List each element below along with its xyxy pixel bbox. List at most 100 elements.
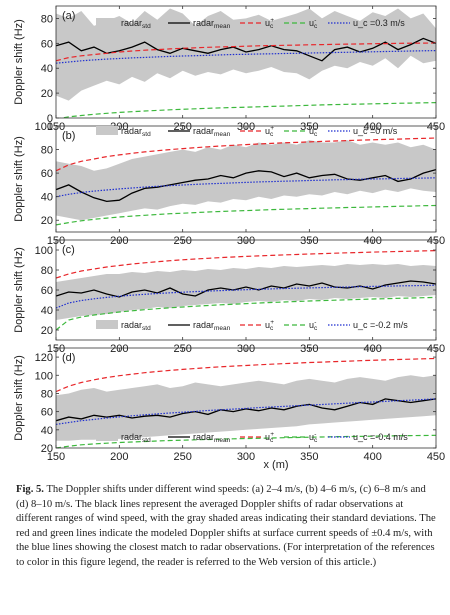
x-tick-label: 150	[47, 451, 65, 463]
y-tick-label: 100	[35, 245, 53, 257]
legend-up-label: uc+	[265, 319, 274, 332]
plot-area	[56, 250, 436, 331]
plot-area	[56, 357, 436, 448]
y-tick-label: 20	[41, 443, 53, 455]
figure-caption: Fig. 5. The Doppler shifts under differe…	[16, 483, 436, 571]
mean-line	[56, 280, 436, 298]
legend-mean-sub: mean	[214, 325, 231, 332]
legend-up-sub: c	[270, 23, 274, 30]
legend-up-label: uc+	[265, 17, 274, 30]
doppler-figure: 150 200 250 300 350 400 450 0 20 40 60 80 (a) Doppler…	[13, 5, 445, 471]
legend-down-label: uc-	[309, 319, 318, 332]
legend-up-sup: +	[270, 125, 274, 132]
legend-up-sup: +	[270, 17, 274, 24]
std-band	[56, 140, 436, 221]
panel-label: (c)	[62, 244, 75, 256]
legend-up-label: uc+	[265, 125, 274, 138]
legend-band-swatch	[96, 320, 118, 329]
legend-fit-label: u_c =0 m/s	[353, 126, 398, 136]
uc-plus-line	[56, 250, 436, 279]
y-tick-label: 20	[41, 88, 53, 100]
legend-down-sub: c	[314, 23, 318, 30]
legend-fit-label: u_c =-0.2 m/s	[353, 320, 408, 330]
legend-up-sub: c	[270, 437, 274, 444]
uc-plus-line	[56, 137, 436, 172]
y-tick-label: 80	[41, 13, 53, 25]
legend-up-sup: +	[270, 319, 274, 326]
legend-mean-sub: mean	[214, 131, 231, 138]
y-tick-label: 40	[41, 425, 53, 437]
legend: radarstd radarmean uc+ uc-u_c =-0.2 m/s	[96, 319, 408, 332]
y-tick-label: 60	[41, 407, 53, 419]
mean-line	[56, 37, 436, 62]
y-tick-label: 80	[41, 388, 53, 400]
y-tick-label: 60	[41, 38, 53, 50]
x-axis-label: x (m)	[263, 459, 288, 471]
uc-fit-line	[56, 284, 436, 309]
uc-fit-line	[56, 177, 436, 198]
std-band	[56, 375, 436, 441]
x-tick-label: 200	[110, 451, 128, 463]
uc-fit-line	[56, 398, 436, 425]
legend-band-label: radarstd	[121, 126, 151, 138]
y-axis-label: Doppler shift (Hz)	[13, 19, 25, 105]
mean-line	[56, 168, 436, 203]
legend-band-sub: std	[142, 131, 151, 138]
legend-down-sup: -	[314, 17, 316, 24]
legend-band-swatch	[96, 432, 118, 441]
uc-minus-line	[56, 296, 436, 331]
y-tick-label: 40	[41, 63, 53, 75]
legend-mean-sub: mean	[214, 23, 231, 30]
y-tick-label: 80	[41, 265, 53, 277]
legend-fit-label: u_c =-0.4 m/s	[353, 432, 408, 442]
caption-label: Fig. 5.	[16, 484, 44, 495]
std-band	[56, 264, 436, 320]
x-tick-label: 350	[300, 451, 318, 463]
panel-d: 150 200 250 300 350 400 450 20 40 60 80 100 120 (d) Do…	[13, 347, 445, 471]
x-tick-label: 250	[173, 451, 191, 463]
y-tick-label: 80	[41, 145, 53, 157]
x-tick-label: 300	[237, 451, 255, 463]
legend-down-label: uc-	[309, 125, 318, 138]
legend-up-label: uc+	[265, 431, 274, 444]
y-tick-label: 40	[41, 192, 53, 204]
legend-up-sup: +	[270, 431, 274, 438]
legend-down-sup: -	[314, 319, 316, 326]
y-tick-label: 60	[41, 168, 53, 180]
plot-area	[56, 137, 436, 226]
legend-band-sub: std	[142, 325, 151, 332]
legend-up-sub: c	[270, 325, 274, 332]
plot-area	[56, 8, 436, 118]
legend-mean-label: radarmean	[193, 126, 231, 138]
legend-mean-label: radarmean	[193, 432, 231, 444]
legend-mean-sub: mean	[214, 437, 231, 444]
y-tick-label: 120	[35, 352, 53, 364]
y-tick-label: 60	[41, 285, 53, 297]
legend-band-sub: std	[142, 23, 151, 30]
y-tick-label: 20	[41, 325, 53, 337]
legend-down-sup: -	[314, 431, 316, 438]
y-tick-label: 20	[41, 215, 53, 227]
x-tick-label: 400	[363, 451, 381, 463]
legend-up-sub: c	[270, 131, 274, 138]
legend-down-sub: c	[314, 437, 318, 444]
legend-down-label: uc-	[309, 17, 318, 30]
uc-fit-line	[56, 50, 436, 64]
panel-label: (d)	[62, 352, 75, 364]
y-tick-label: 100	[35, 370, 53, 382]
legend-down-label: uc-	[309, 431, 318, 444]
caption-text: The Doppler shifts under different wind …	[16, 484, 436, 568]
legend-fit-label: u_c =0.3 m/s	[353, 18, 405, 28]
y-tick-label: 0	[47, 113, 53, 125]
x-tick-label: 450	[427, 451, 445, 463]
y-axis-label: Doppler shift (Hz)	[13, 247, 25, 333]
panel-label: (b)	[62, 130, 75, 142]
legend-band-swatch	[96, 126, 118, 135]
legend-band-label: radarstd	[121, 320, 151, 332]
legend-band-sub: std	[142, 437, 151, 444]
y-axis-label: Doppler shift (Hz)	[13, 355, 25, 441]
y-tick-label: 100	[35, 121, 53, 133]
panel-label: (a)	[62, 10, 75, 22]
mean-line	[56, 398, 436, 422]
